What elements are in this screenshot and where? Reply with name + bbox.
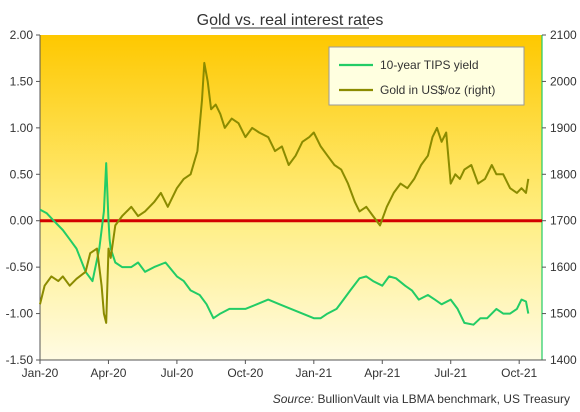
x-tick-label: Oct-21 (501, 366, 537, 380)
source-value: BullionVault via LBMA benchmark, US Trea… (317, 392, 570, 406)
x-tick-label: Apr-21 (364, 366, 400, 380)
legend-label-tips: 10-year TIPS yield (380, 58, 479, 72)
legend-box (328, 46, 525, 106)
y-right-tick-label: 1500 (550, 307, 577, 321)
x-tick-label: Jul-20 (161, 366, 194, 380)
x-tick-label: Jul-21 (434, 366, 467, 380)
y-left-tick-label: 0.50 (10, 167, 34, 181)
x-tick-label: Apr-20 (90, 366, 126, 380)
y-left-tick-label: 1.50 (10, 74, 34, 88)
x-tick-label: Oct-20 (227, 366, 263, 380)
y-left-tick-label: 2.00 (10, 28, 34, 42)
series-line-gold-price (39, 61, 530, 324)
y-left-tick-label: 1.00 (10, 121, 34, 135)
y-right-tick-label: 1800 (550, 167, 577, 181)
chart-title: Gold vs. real interest rates (197, 12, 384, 29)
legend-label-gold: Gold in US$/oz (right) (380, 83, 495, 97)
x-tick-label: Jan-21 (295, 366, 332, 380)
y-left-tick-label: -0.50 (6, 260, 34, 274)
y-right-tick-label: 1400 (550, 353, 577, 367)
y-right-tick-label: 1700 (550, 214, 577, 228)
y-left-tick-label: 0.00 (10, 214, 34, 228)
series-lines (39, 61, 530, 326)
y-right-tick-label: 2100 (550, 28, 577, 42)
source-label: Source: (273, 392, 314, 406)
axes: 2.00 1.50 1.00 0.50 0.00 -0.50 -1.00 -1.50 2100 2… (6, 28, 577, 380)
y-left-tick-label: -1.00 (6, 307, 34, 321)
y-right-tick-label: 1600 (550, 260, 577, 274)
source-note: Source: BullionVault via LBMA benchmark,… (273, 392, 570, 406)
y-right-tick-label: 1900 (550, 121, 577, 135)
y-left-tick-label: -1.50 (6, 353, 34, 367)
y-right-tick-label: 2000 (550, 74, 577, 88)
legend: 10-year TIPS yield Gold in US$/oz (right… (328, 46, 525, 106)
series-line-tips-yield (39, 162, 530, 326)
x-tick-label: Jan-20 (22, 366, 59, 380)
